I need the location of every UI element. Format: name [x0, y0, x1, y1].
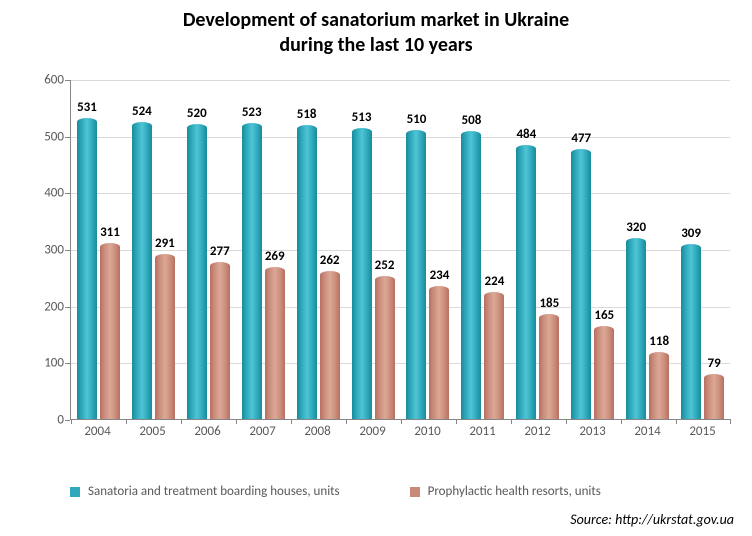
bar-sanatoria: 523 [242, 123, 262, 419]
source-citation: Source: http://ukrstat.gov.ua [570, 511, 734, 528]
bar-value-label: 320 [626, 220, 646, 235]
chart-area: 0100200300400500600 53131152429152027752… [30, 80, 730, 460]
bar-group: 531311 [71, 80, 126, 419]
bar-group: 520277 [181, 80, 236, 419]
bar-sanatoria: 477 [571, 149, 591, 419]
bar-value-label: 277 [210, 244, 230, 259]
bar-prophylactic: 291 [155, 254, 175, 419]
legend-swatch-icon [410, 487, 420, 497]
x-tick-label: 2013 [565, 424, 620, 439]
y-tick-label: 200 [44, 299, 64, 314]
y-tick-label: 600 [44, 73, 64, 88]
bar-value-label: 518 [297, 107, 317, 122]
title-line-1: Development of sanatorium market in Ukra… [183, 8, 569, 32]
plot-area: 5313115242915202775232695182625132525102… [70, 80, 730, 420]
bar-value-label: 513 [352, 110, 372, 125]
x-axis-labels: 2004200520062007200820092010201120122013… [70, 424, 730, 439]
bar-value-label: 165 [594, 308, 614, 323]
bar-group: 508224 [455, 80, 510, 419]
y-tick-label: 100 [44, 356, 64, 371]
bar-value-label: 185 [539, 296, 559, 311]
bar-prophylactic: 224 [484, 292, 504, 419]
x-tick-label: 2008 [290, 424, 345, 439]
x-tick-mark [730, 419, 731, 424]
x-tick-label: 2009 [345, 424, 400, 439]
bar-value-label: 269 [265, 249, 285, 264]
y-tick-mark [65, 420, 70, 421]
bar-sanatoria: 508 [461, 131, 481, 419]
bar-sanatoria: 320 [626, 238, 646, 419]
bar-group: 523269 [236, 80, 291, 419]
bar-prophylactic: 185 [539, 314, 559, 419]
bar-prophylactic: 79 [704, 374, 724, 419]
bar-sanatoria: 513 [352, 128, 372, 419]
bar-value-label: 523 [242, 105, 262, 120]
legend-item-prophylactic: Prophylactic health resorts, units [410, 484, 601, 500]
bar-group: 524291 [126, 80, 181, 419]
x-tick-label: 2004 [70, 424, 125, 439]
x-tick-label: 2010 [400, 424, 455, 439]
legend: Sanatoria and treatment boarding houses,… [60, 484, 700, 500]
bar-sanatoria: 484 [516, 145, 536, 419]
bar-value-label: 510 [407, 112, 427, 127]
bar-value-label: 118 [649, 334, 669, 349]
y-tick-label: 0 [57, 413, 64, 428]
x-tick-label: 2006 [180, 424, 235, 439]
bar-value-label: 531 [77, 100, 97, 115]
bar-value-label: 508 [462, 113, 482, 128]
x-tick-label: 2005 [125, 424, 180, 439]
bar-value-label: 234 [430, 268, 450, 283]
bar-prophylactic: 252 [375, 276, 395, 419]
bar-value-label: 252 [375, 258, 395, 273]
y-axis: 0100200300400500600 [30, 80, 70, 420]
bar-group: 484185 [510, 80, 565, 419]
legend-swatch-icon [70, 487, 80, 497]
y-tick-label: 400 [44, 186, 64, 201]
y-tick-label: 300 [44, 243, 64, 258]
bar-group: 320118 [620, 80, 675, 419]
bar-sanatoria: 309 [681, 244, 701, 419]
bar-value-label: 291 [155, 236, 175, 251]
x-tick-label: 2011 [455, 424, 510, 439]
bar-value-label: 224 [485, 274, 505, 289]
bar-group: 518262 [291, 80, 346, 419]
bar-prophylactic: 262 [320, 271, 340, 419]
bar-group: 513252 [346, 80, 401, 419]
bar-prophylactic: 118 [649, 352, 669, 419]
bar-group: 510234 [401, 80, 456, 419]
bar-value-label: 524 [132, 104, 152, 119]
bar-groups: 5313115242915202775232695182625132525102… [71, 80, 730, 419]
chart-container: Development of sanatorium market in Ukra… [0, 0, 752, 536]
bar-value-label: 309 [681, 226, 701, 241]
bar-sanatoria: 520 [187, 124, 207, 419]
bar-group: 30979 [675, 80, 730, 419]
bar-value-label: 79 [708, 356, 721, 371]
bar-prophylactic: 165 [594, 326, 614, 420]
bar-value-label: 262 [320, 253, 340, 268]
legend-label: Prophylactic health resorts, units [428, 484, 601, 500]
chart-title: Development of sanatorium market in Ukra… [0, 0, 752, 58]
y-tick-label: 500 [44, 129, 64, 144]
title-line-2: during the last 10 years [279, 33, 472, 57]
legend-label: Sanatoria and treatment boarding houses,… [88, 484, 340, 500]
bar-value-label: 311 [100, 225, 120, 240]
bar-prophylactic: 234 [429, 286, 449, 419]
x-tick-label: 2007 [235, 424, 290, 439]
bar-value-label: 520 [187, 106, 207, 121]
bar-value-label: 477 [571, 131, 591, 146]
x-tick-label: 2015 [675, 424, 730, 439]
bar-sanatoria: 510 [406, 130, 426, 419]
bar-prophylactic: 269 [265, 267, 285, 419]
bar-sanatoria: 524 [132, 122, 152, 419]
bar-group: 477165 [565, 80, 620, 419]
bar-value-label: 484 [516, 127, 536, 142]
bar-prophylactic: 277 [210, 262, 230, 419]
x-tick-label: 2014 [620, 424, 675, 439]
x-tick-label: 2012 [510, 424, 565, 439]
bar-sanatoria: 518 [297, 125, 317, 419]
bar-prophylactic: 311 [100, 243, 120, 419]
legend-item-sanatoria: Sanatoria and treatment boarding houses,… [70, 484, 340, 500]
bar-sanatoria: 531 [77, 118, 97, 419]
